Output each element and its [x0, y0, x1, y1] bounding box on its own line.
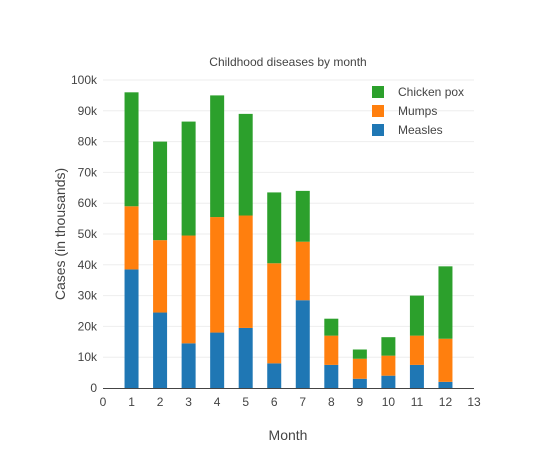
bar-measles-month-3 — [182, 343, 196, 388]
legend-label-chicken-pox: Chicken pox — [398, 85, 464, 99]
x-tick-label-4: 4 — [214, 395, 221, 409]
legend-label-measles: Measles — [398, 123, 443, 137]
bar-mumps-month-9 — [353, 359, 367, 379]
bar-mumps-month-4 — [210, 217, 224, 333]
bar-chicken-pox-month-2 — [153, 142, 167, 241]
bar-mumps-month-3 — [182, 236, 196, 344]
y-tick-label-80: 80k — [78, 135, 98, 149]
bar-chicken-pox-month-9 — [353, 350, 367, 359]
bar-chicken-pox-month-7 — [296, 191, 310, 242]
y-tick-label-40: 40k — [78, 258, 98, 272]
x-tick-label-9: 9 — [357, 395, 364, 409]
bar-chicken-pox-month-3 — [182, 122, 196, 236]
bar-chicken-pox-month-6 — [267, 192, 281, 263]
bar-mumps-month-6 — [267, 263, 281, 363]
y-tick-label-0: 0 — [90, 381, 97, 395]
bar-mumps-month-1 — [125, 206, 139, 269]
x-tick-label-0: 0 — [100, 395, 107, 409]
x-tick-label-1: 1 — [128, 395, 135, 409]
x-tick-label-3: 3 — [185, 395, 192, 409]
bar-measles-month-7 — [296, 300, 310, 388]
x-tick-label-7: 7 — [299, 395, 306, 409]
bar-mumps-month-7 — [296, 242, 310, 301]
x-tick-label-8: 8 — [328, 395, 335, 409]
legend-label-mumps: Mumps — [398, 104, 437, 118]
bar-measles-month-6 — [267, 363, 281, 388]
bar-mumps-month-11 — [410, 336, 424, 365]
bar-mumps-month-12 — [438, 339, 452, 382]
bar-chicken-pox-month-11 — [410, 296, 424, 336]
bar-chicken-pox-month-8 — [324, 319, 338, 336]
y-tick-label-100: 100k — [71, 73, 98, 87]
legend-item-chicken-pox: Chicken pox — [372, 85, 464, 99]
x-axis-title: Month — [269, 427, 308, 443]
x-tick-label-2: 2 — [157, 395, 164, 409]
bar-chicken-pox-month-4 — [210, 95, 224, 217]
bar-chicken-pox-month-5 — [239, 114, 253, 216]
bar-chicken-pox-month-10 — [381, 337, 395, 355]
x-tick-label-6: 6 — [271, 395, 278, 409]
x-tick-label-11: 11 — [411, 395, 424, 409]
bar-chicken-pox-month-12 — [438, 266, 452, 338]
y-tick-label-30: 30k — [78, 289, 98, 303]
bar-mumps-month-8 — [324, 336, 338, 365]
bar-measles-month-2 — [153, 313, 167, 388]
legend-swatch-mumps — [372, 105, 384, 117]
bar-measles-month-10 — [381, 376, 395, 388]
x-tick-label-5: 5 — [242, 395, 249, 409]
y-tick-label-70: 70k — [78, 165, 98, 179]
bar-mumps-month-5 — [239, 216, 253, 328]
bar-measles-month-8 — [324, 365, 338, 388]
bar-measles-month-5 — [239, 328, 253, 388]
bar-mumps-month-10 — [381, 356, 395, 376]
bar-chicken-pox-month-1 — [125, 92, 139, 206]
legend-swatch-measles — [372, 124, 384, 136]
x-tick-label-12: 12 — [439, 395, 453, 409]
y-axis-title: Cases (in thousands) — [52, 168, 68, 300]
chart-title: Childhood diseases by month — [209, 55, 366, 69]
y-tick-label-90: 90k — [78, 104, 98, 118]
bar-measles-month-11 — [410, 365, 424, 388]
legend-item-mumps: Mumps — [372, 104, 437, 118]
legend-item-measles: Measles — [372, 123, 443, 137]
bar-measles-month-4 — [210, 333, 224, 388]
bar-measles-month-12 — [438, 382, 452, 388]
x-tick-label-10: 10 — [382, 395, 396, 409]
y-tick-label-20: 20k — [78, 319, 98, 333]
bar-mumps-month-2 — [153, 240, 167, 312]
y-tick-label-10: 10k — [78, 350, 98, 364]
x-tick-label-13: 13 — [467, 395, 481, 409]
y-tick-label-50: 50k — [78, 227, 98, 241]
y-tick-label-60: 60k — [78, 196, 98, 210]
legend-swatch-chicken-pox — [372, 86, 384, 98]
bar-measles-month-9 — [353, 379, 367, 388]
bar-measles-month-1 — [125, 269, 139, 388]
